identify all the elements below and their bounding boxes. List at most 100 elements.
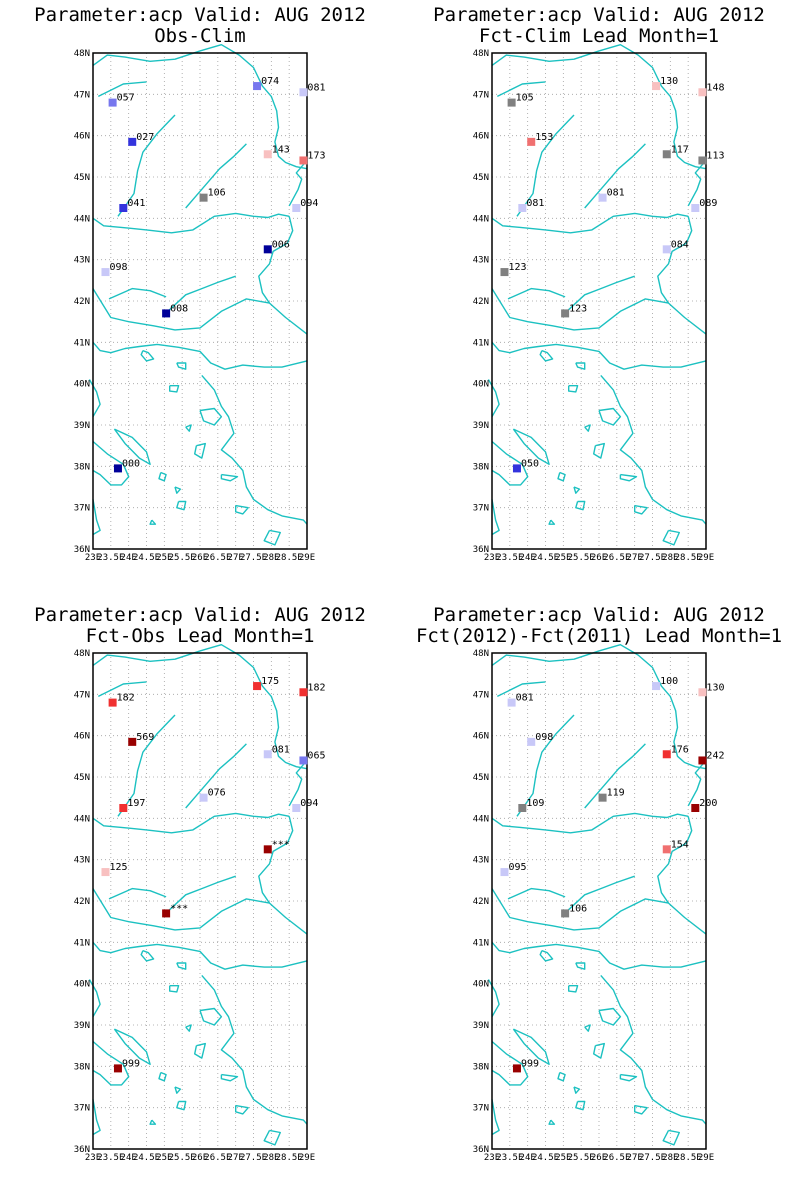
- station-marker: [527, 737, 536, 746]
- station-marker: [299, 756, 308, 765]
- y-tick-label: 41N: [473, 338, 489, 348]
- coastline: [600, 374, 707, 525]
- x-tick-label: 29E: [698, 1153, 714, 1163]
- island-outline: [584, 424, 591, 432]
- panel-title: Parameter:acp Valid: AUG 2012: [433, 4, 765, 26]
- y-tick-label: 48N: [473, 49, 489, 59]
- island-outline: [199, 407, 223, 426]
- station-value-label: 999: [122, 1058, 140, 1069]
- station-marker: [561, 309, 570, 318]
- x-tick-label: 23.5E: [496, 553, 523, 563]
- y-tick-label: 45N: [473, 773, 489, 783]
- river-line: [584, 143, 646, 209]
- panel-title: Parameter:acp Valid: AUG 2012: [34, 604, 366, 626]
- x-tick-label: 23.5E: [97, 553, 124, 563]
- station-value-label: 081: [526, 198, 544, 209]
- y-tick-label: 46N: [74, 732, 90, 742]
- coastline: [92, 44, 308, 170]
- y-tick-label: 36N: [473, 1145, 489, 1155]
- y-tick-label: 44N: [74, 214, 90, 224]
- station-marker: [698, 156, 707, 165]
- island-outline: [185, 1024, 192, 1032]
- station-value-label: 027: [136, 132, 154, 143]
- y-tick-label: 38N: [74, 1062, 90, 1072]
- coastline: [92, 644, 308, 770]
- station-marker: [512, 1064, 521, 1073]
- river-line: [566, 275, 635, 312]
- island-outline: [193, 442, 207, 459]
- station-marker: [662, 750, 671, 759]
- y-tick-label: 45N: [473, 173, 489, 183]
- island-outline: [512, 428, 550, 465]
- coastline: [92, 212, 290, 234]
- river-line: [117, 714, 176, 817]
- station-value-label: ***: [272, 839, 290, 850]
- island-outline: [593, 442, 605, 459]
- island-outline: [199, 1007, 223, 1026]
- coastline: [201, 974, 308, 1125]
- island-outline: [220, 473, 239, 482]
- y-tick-label: 47N: [74, 90, 90, 100]
- y-tick-label: 46N: [473, 132, 489, 142]
- station-marker: [598, 193, 607, 202]
- island-outline: [512, 1028, 550, 1066]
- island-outline: [185, 424, 192, 432]
- island-outline: [263, 529, 281, 546]
- coastline: [92, 341, 308, 370]
- station-marker: [598, 793, 607, 802]
- x-tick-label: 28E: [263, 553, 279, 563]
- station-value-label: 089: [699, 198, 717, 209]
- x-tick-label: 25E: [156, 1153, 172, 1163]
- island-outline: [584, 1024, 591, 1032]
- island-outline: [634, 504, 648, 515]
- island-outline: [158, 471, 167, 482]
- x-tick-label: 24E: [121, 553, 137, 563]
- station-marker: [263, 245, 272, 254]
- coastlines: [88, 644, 308, 1146]
- river-line: [97, 81, 147, 98]
- station-marker: [698, 756, 707, 765]
- y-tick-label: 41N: [74, 338, 90, 348]
- station-value-label: 006: [272, 239, 290, 250]
- x-tick-label: 26.5E: [603, 1153, 630, 1163]
- y-tick-label: 37N: [473, 1104, 489, 1114]
- coastline: [657, 816, 693, 904]
- y-tick-label: 48N: [473, 649, 489, 659]
- x-tick-label: 25.5E: [169, 1153, 196, 1163]
- coastline: [88, 379, 101, 418]
- station-marker: [507, 698, 516, 707]
- coastline: [201, 374, 308, 525]
- panel-subtitle: Fct-Clim Lead Month=1: [479, 25, 719, 47]
- y-tick-label: 38N: [74, 462, 90, 472]
- y-tick-label: 48N: [74, 649, 90, 659]
- y-tick-label: 42N: [473, 297, 489, 307]
- y-tick-label: 42N: [74, 297, 90, 307]
- station-marker: [507, 98, 516, 107]
- x-tick-label: 28.5E: [276, 1153, 303, 1163]
- x-tick-label: 24.5E: [532, 1153, 559, 1163]
- island-outline: [174, 1086, 182, 1094]
- coastline: [491, 288, 707, 335]
- coastline: [491, 212, 689, 234]
- y-tick-label: 39N: [473, 421, 489, 431]
- river-line: [516, 114, 575, 217]
- y-tick-label: 40N: [473, 980, 489, 990]
- river-line: [584, 743, 646, 809]
- station-value-label: 173: [307, 150, 325, 161]
- x-tick-label: 26E: [591, 553, 607, 563]
- y-tick-label: 44N: [473, 214, 489, 224]
- x-tick-label: 27E: [627, 553, 643, 563]
- station-marker: [162, 309, 171, 318]
- station-marker: [119, 204, 128, 212]
- x-tick-label: 27.5E: [639, 553, 666, 563]
- coastline: [491, 644, 707, 770]
- station-value-label: 125: [109, 862, 127, 873]
- y-tick-label: 39N: [74, 421, 90, 431]
- y-tick-label: 40N: [74, 980, 90, 990]
- station-value-label: 008: [170, 303, 188, 314]
- station-value-label: 074: [261, 76, 279, 87]
- island-outline: [598, 407, 622, 426]
- y-tick-label: 43N: [74, 256, 90, 266]
